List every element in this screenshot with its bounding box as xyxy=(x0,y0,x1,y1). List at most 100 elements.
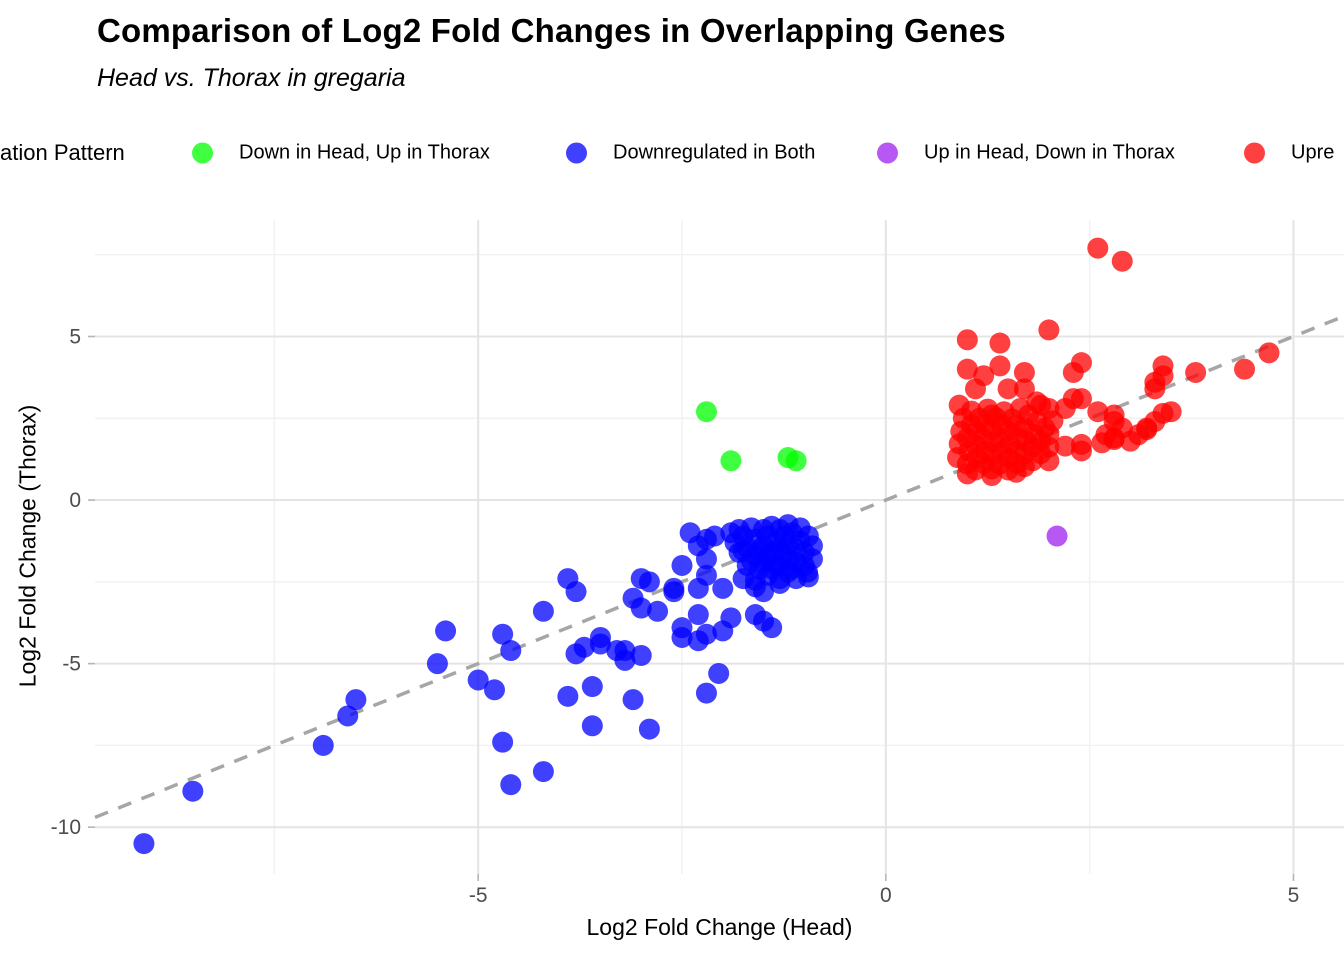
data-point xyxy=(630,644,652,666)
data-point xyxy=(1038,319,1060,341)
legend-item-label: Downregulated in Both xyxy=(613,141,816,164)
data-point xyxy=(712,577,734,599)
data-point xyxy=(492,731,514,753)
legend-item-label: Down in Head, Up in Thorax xyxy=(239,141,490,164)
data-point xyxy=(500,640,522,662)
data-point xyxy=(712,620,734,642)
data-point xyxy=(695,401,717,423)
data-point xyxy=(532,600,554,622)
legend-item-label: Up in Head, Down in Thorax xyxy=(924,141,1175,164)
x-tick-label: 5 xyxy=(1288,884,1300,907)
data-point xyxy=(671,554,693,576)
data-point xyxy=(182,780,204,802)
y-axis-title: Log2 Fold Change (Thorax) xyxy=(14,404,41,688)
data-point xyxy=(573,636,595,658)
chart-title: Comparison of Log2 Fold Changes in Overl… xyxy=(97,12,1006,49)
data-point xyxy=(345,689,367,711)
data-point xyxy=(695,548,717,570)
data-point xyxy=(785,450,807,472)
legend-dot-blue-icon xyxy=(566,142,587,164)
data-point xyxy=(1185,361,1207,383)
data-point xyxy=(781,558,803,580)
data-point xyxy=(426,653,448,675)
data-point xyxy=(581,715,603,737)
legend-dot-red-icon xyxy=(1244,142,1265,164)
data-point xyxy=(744,569,766,591)
data-point xyxy=(532,761,554,783)
x-tick-label: -5 xyxy=(469,884,488,907)
y-tick-label: 0 xyxy=(69,489,81,512)
legend-item-down-head-up-thorax: Down in Head, Up in Thorax xyxy=(192,142,490,165)
data-point xyxy=(565,581,587,603)
data-point xyxy=(589,626,611,648)
data-point xyxy=(647,600,669,622)
data-point xyxy=(797,566,819,588)
data-point xyxy=(956,358,978,380)
data-point xyxy=(1042,410,1064,432)
data-point xyxy=(133,833,155,855)
legend-item-up-head-down-thorax: Up in Head, Down in Thorax xyxy=(877,142,1175,165)
y-tick-label: -10 xyxy=(51,816,81,839)
legend-dot-purple-icon xyxy=(877,142,898,164)
data-point xyxy=(801,548,823,570)
data-point xyxy=(687,604,709,626)
data-point xyxy=(1160,401,1182,423)
data-point xyxy=(1103,429,1125,451)
data-point xyxy=(687,630,709,652)
data-point xyxy=(1013,361,1035,383)
data-point xyxy=(1144,378,1166,400)
x-tick-label: 0 xyxy=(880,884,892,907)
chart-subtitle: Head vs. Thorax in gregaria xyxy=(97,64,406,92)
y-tick-label: 5 xyxy=(69,325,81,348)
data-point xyxy=(630,597,652,619)
data-point xyxy=(1026,391,1048,413)
data-point xyxy=(989,332,1011,354)
data-point xyxy=(1136,417,1158,439)
legend-title: ation Pattern xyxy=(0,140,125,165)
data-point xyxy=(638,718,660,740)
data-point xyxy=(622,689,644,711)
data-point xyxy=(581,676,603,698)
data-point xyxy=(720,450,742,472)
data-point xyxy=(704,525,726,547)
data-point xyxy=(695,564,717,586)
legend-item-downregulated-both: Downregulated in Both xyxy=(566,142,815,165)
data-point xyxy=(769,572,791,594)
data-point xyxy=(337,705,359,727)
data-point xyxy=(695,682,717,704)
data-point xyxy=(761,617,783,639)
legend-item-label: Upre xyxy=(1291,141,1335,164)
data-point xyxy=(964,378,986,400)
legend-item-upregulated-both: Upre xyxy=(1244,142,1334,165)
data-point xyxy=(1070,440,1092,462)
data-point xyxy=(732,540,754,562)
data-point xyxy=(312,734,334,756)
data-point xyxy=(1111,250,1133,272)
data-point xyxy=(1087,401,1109,423)
data-point xyxy=(1234,358,1256,380)
data-point xyxy=(557,685,579,707)
data-point xyxy=(1046,525,1068,547)
data-point xyxy=(435,620,457,642)
data-point xyxy=(606,640,628,662)
data-point xyxy=(1258,342,1280,364)
data-point xyxy=(989,355,1011,377)
data-point xyxy=(1062,361,1084,383)
y-tick-label: -5 xyxy=(62,653,81,676)
data-point xyxy=(1087,237,1109,259)
legend-dot-green-icon xyxy=(192,142,213,164)
data-point xyxy=(638,571,660,593)
data-point xyxy=(663,581,685,603)
data-point xyxy=(956,329,978,351)
data-point xyxy=(671,626,693,648)
data-point xyxy=(492,623,514,645)
data-point xyxy=(500,774,522,796)
data-point xyxy=(483,679,505,701)
x-axis-title: Log2 Fold Change (Head) xyxy=(586,914,853,940)
data-point xyxy=(1054,435,1076,457)
data-point xyxy=(708,662,730,684)
data-point xyxy=(1070,388,1092,410)
data-point xyxy=(467,669,489,691)
